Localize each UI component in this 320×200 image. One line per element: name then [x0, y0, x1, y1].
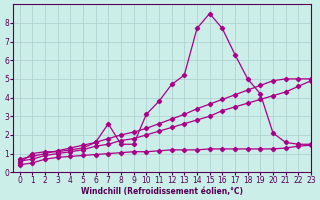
X-axis label: Windchill (Refroidissement éolien,°C): Windchill (Refroidissement éolien,°C)	[81, 187, 243, 196]
